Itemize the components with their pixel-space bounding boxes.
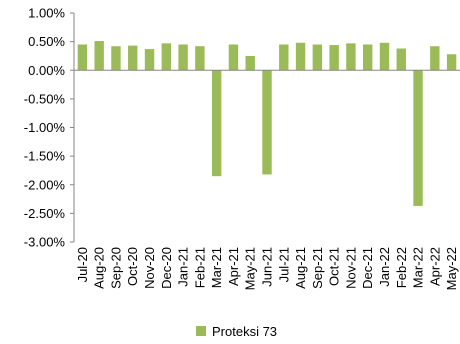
- x-tick-label: Feb-21: [192, 247, 207, 288]
- x-tick-label: Oct-21: [327, 247, 342, 286]
- bar-feb-22: [396, 48, 406, 71]
- bar-feb-21: [195, 46, 205, 71]
- y-tick-label: -2.50%: [24, 206, 66, 221]
- bar-jun-21: [262, 70, 272, 175]
- x-tick-label: Apr-21: [226, 247, 241, 286]
- x-tick-label: Aug-21: [293, 247, 308, 289]
- bar-dec-20: [161, 43, 172, 71]
- bar-aug-20: [94, 41, 104, 71]
- y-tick-label: -1.50%: [24, 149, 66, 164]
- y-tick-label: 0.00%: [28, 63, 65, 78]
- x-tick-label: Jan-21: [176, 247, 191, 287]
- bar-nov-21: [346, 43, 356, 71]
- x-axis: Jul-20 Aug-20 Sep-20 Oct-20 Nov-20 Dec-20 Jan-…: [74, 69, 460, 290]
- legend-swatch: [196, 326, 206, 336]
- legend: Proteksi 73: [196, 324, 277, 339]
- bar-mar-21: [211, 70, 222, 177]
- bar-jul-20: [77, 44, 88, 71]
- bar-jan-22: [379, 42, 390, 71]
- bar-jan-21: [178, 44, 188, 71]
- x-tick-label: Jul-20: [75, 247, 90, 282]
- bar-dec-21: [362, 44, 373, 71]
- bar-oct-21: [329, 45, 339, 71]
- x-tick-label: Aug-20: [92, 247, 107, 289]
- bar-nov-20: [144, 49, 155, 71]
- bars: [77, 41, 457, 206]
- bar-oct-20: [128, 45, 138, 71]
- y-tick-label: -2.00%: [24, 177, 66, 192]
- y-axis: 1.00% 0.50% 0.00% -0.50% -1.00% -1.50% -2.00% -…: [24, 6, 75, 250]
- x-tick-label: Nov-21: [343, 247, 358, 289]
- bar-mar-22: [413, 70, 423, 206]
- bar-apr-22: [430, 46, 440, 71]
- x-tick-label: May-22: [444, 247, 459, 290]
- y-tick-label: -3.00%: [24, 235, 66, 250]
- bar-jul-21: [279, 44, 289, 71]
- x-tick-label: Jun-21: [260, 247, 275, 287]
- x-tick-label: Nov-20: [142, 247, 157, 289]
- x-tick-label: Dec-20: [159, 247, 174, 289]
- bar-aug-21: [295, 42, 306, 71]
- x-tick-label: Oct-20: [125, 247, 140, 286]
- x-tick-label: Mar-21: [209, 247, 224, 288]
- x-tick-label: Jan-22: [377, 247, 392, 287]
- y-tick-label: -0.50%: [24, 91, 66, 106]
- bar-apr-21: [228, 44, 239, 71]
- bar-may-22: [446, 54, 457, 71]
- y-tick-label: 1.00%: [28, 6, 65, 21]
- y-tick-label: 0.50%: [28, 34, 65, 49]
- x-tick-label: Jul-21: [276, 247, 291, 282]
- x-tick-label: Dec-21: [360, 247, 375, 289]
- bar-may-21: [245, 55, 255, 71]
- legend-label: Proteksi 73: [212, 324, 277, 339]
- x-tick-label: May-21: [243, 247, 258, 290]
- bar-sep-21: [312, 44, 323, 71]
- x-tick-label: Feb-22: [394, 247, 409, 288]
- x-tick-label: Sep-21: [310, 247, 325, 289]
- x-tick-label: Mar-22: [411, 247, 426, 288]
- x-tick-label: Apr-22: [427, 247, 442, 286]
- x-tick-label: Sep-20: [108, 247, 123, 289]
- bar-sep-20: [111, 46, 121, 71]
- y-tick-label: -1.00%: [24, 120, 66, 135]
